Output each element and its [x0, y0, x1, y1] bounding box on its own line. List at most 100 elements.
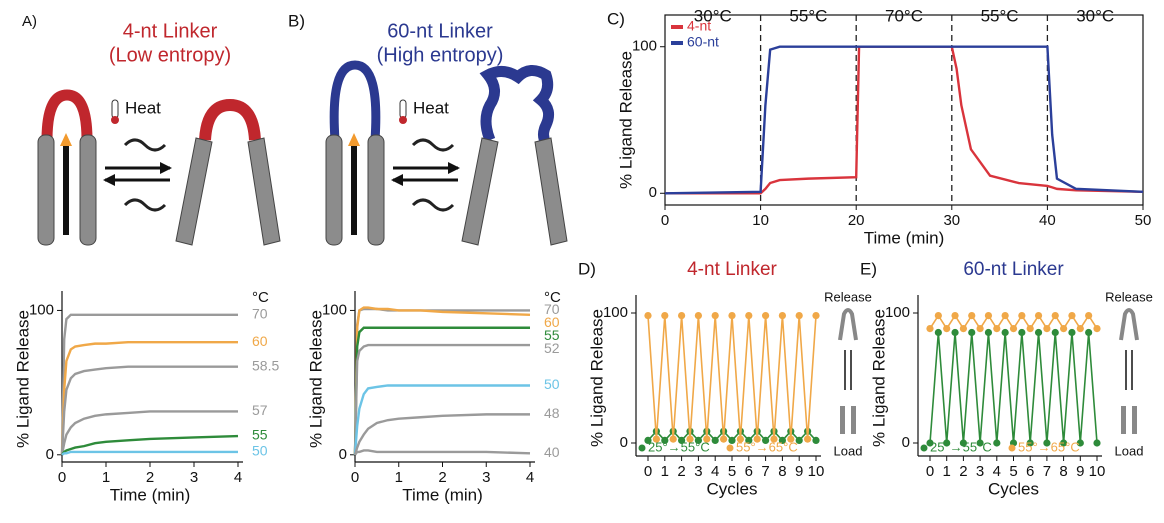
- legend-title: °C: [252, 289, 269, 306]
- x-tick-label: 2: [959, 463, 967, 480]
- series-label: 58.5: [252, 357, 279, 373]
- point: [703, 435, 711, 443]
- point: [686, 435, 694, 443]
- point: [804, 435, 812, 443]
- point: [1051, 328, 1059, 337]
- point: [1043, 439, 1051, 447]
- x-tick-label: 3: [976, 463, 984, 480]
- x-axis-label: Time (min): [864, 228, 945, 247]
- rod: [79, 134, 97, 246]
- x-tick-label: 3: [482, 469, 490, 486]
- point: [1001, 328, 1009, 337]
- series-line: [353, 306, 531, 455]
- y-tick-label: 0: [339, 446, 347, 463]
- point: [812, 312, 820, 320]
- phase-label: 55°C: [789, 6, 827, 25]
- series-label: 55: [252, 427, 268, 443]
- point: [745, 312, 753, 320]
- x-axis-label: Cycles: [706, 479, 757, 498]
- ligand-icon: [411, 138, 455, 152]
- x-tick-label: 2: [146, 469, 154, 486]
- point: [976, 325, 984, 333]
- diagram-title: 60-nt Linker: [387, 20, 493, 42]
- point: [762, 436, 770, 444]
- panel-label: E): [860, 259, 877, 278]
- point: [1034, 328, 1043, 337]
- point: [943, 325, 951, 333]
- y-tick-label: 0: [902, 434, 910, 451]
- x-tick-label: 3: [190, 469, 198, 486]
- point: [736, 435, 745, 443]
- series-line: [60, 365, 238, 455]
- x-tick-label: 4: [711, 463, 719, 480]
- y-axis-label: % Ligand Release: [869, 309, 888, 447]
- x-axis-label: Cycles: [988, 479, 1039, 498]
- point: [1060, 439, 1068, 447]
- arrow-head: [391, 174, 403, 186]
- point: [1001, 312, 1009, 320]
- phase-label: 30°C: [1076, 6, 1114, 25]
- ligand: [348, 133, 360, 146]
- phase-label: 70°C: [885, 6, 923, 25]
- x-tick-label: 0: [351, 469, 359, 486]
- point: [968, 328, 976, 337]
- heat-label: Heat: [125, 98, 161, 117]
- series-line: [647, 315, 817, 440]
- series-line: [353, 413, 530, 456]
- point: [1043, 325, 1051, 333]
- arrow-head: [448, 162, 460, 174]
- series-line: [60, 410, 238, 456]
- rod: [325, 134, 343, 246]
- x-tick-label: 50: [1135, 212, 1152, 229]
- point: [711, 436, 719, 444]
- point: [1093, 439, 1101, 447]
- y-tick-label: 0: [46, 446, 54, 463]
- point: [778, 436, 787, 444]
- linker: [329, 60, 381, 141]
- load-icon: [840, 406, 845, 434]
- series-line: [353, 326, 530, 455]
- x-tick-label: 0: [644, 463, 652, 480]
- point: [1009, 325, 1018, 333]
- arrow-head: [103, 174, 115, 186]
- panel-label: A): [22, 13, 37, 30]
- x-tick-label: 10: [808, 463, 825, 480]
- y-tick-label: 100: [29, 301, 54, 318]
- x-tick-label: 8: [778, 463, 786, 480]
- x-tick-label: 20: [848, 212, 865, 229]
- point: [728, 312, 736, 320]
- series-line: [353, 343, 530, 455]
- y-tick-label: 100: [885, 304, 910, 321]
- series-line: [665, 45, 1144, 195]
- heat-label: Heat: [413, 98, 449, 117]
- point: [934, 328, 942, 337]
- point: [951, 328, 959, 337]
- point: [694, 436, 703, 444]
- point: [1093, 325, 1101, 333]
- point: [1085, 312, 1093, 320]
- diagram-a: A) 4-nt Linker (Low entropy) Heat: [22, 13, 281, 246]
- series-line: [61, 450, 238, 456]
- point: [984, 312, 993, 320]
- rod: [37, 134, 55, 246]
- phase-label: 55°C: [981, 6, 1019, 25]
- release-icon: [838, 308, 858, 341]
- rod: [367, 134, 385, 246]
- x-tick-label: 3: [694, 463, 702, 480]
- point: [943, 439, 951, 447]
- state-label: Release: [824, 289, 872, 304]
- load-icon: [851, 406, 856, 434]
- state-label: Release: [1105, 289, 1153, 304]
- series-label: 50: [252, 443, 268, 459]
- state-label: Load: [834, 443, 863, 458]
- ligand-strand: [351, 145, 357, 235]
- point: [652, 435, 661, 443]
- series-line: [929, 332, 1098, 444]
- rod: [534, 137, 568, 246]
- linker: [199, 98, 261, 141]
- diagram-subtitle: (Low entropy): [109, 44, 231, 66]
- diagram-title: 4-nt Linker: [123, 20, 218, 42]
- x-tick-label: 1: [661, 463, 669, 480]
- series-label: 48: [544, 405, 560, 421]
- legend-title: °C: [544, 289, 561, 306]
